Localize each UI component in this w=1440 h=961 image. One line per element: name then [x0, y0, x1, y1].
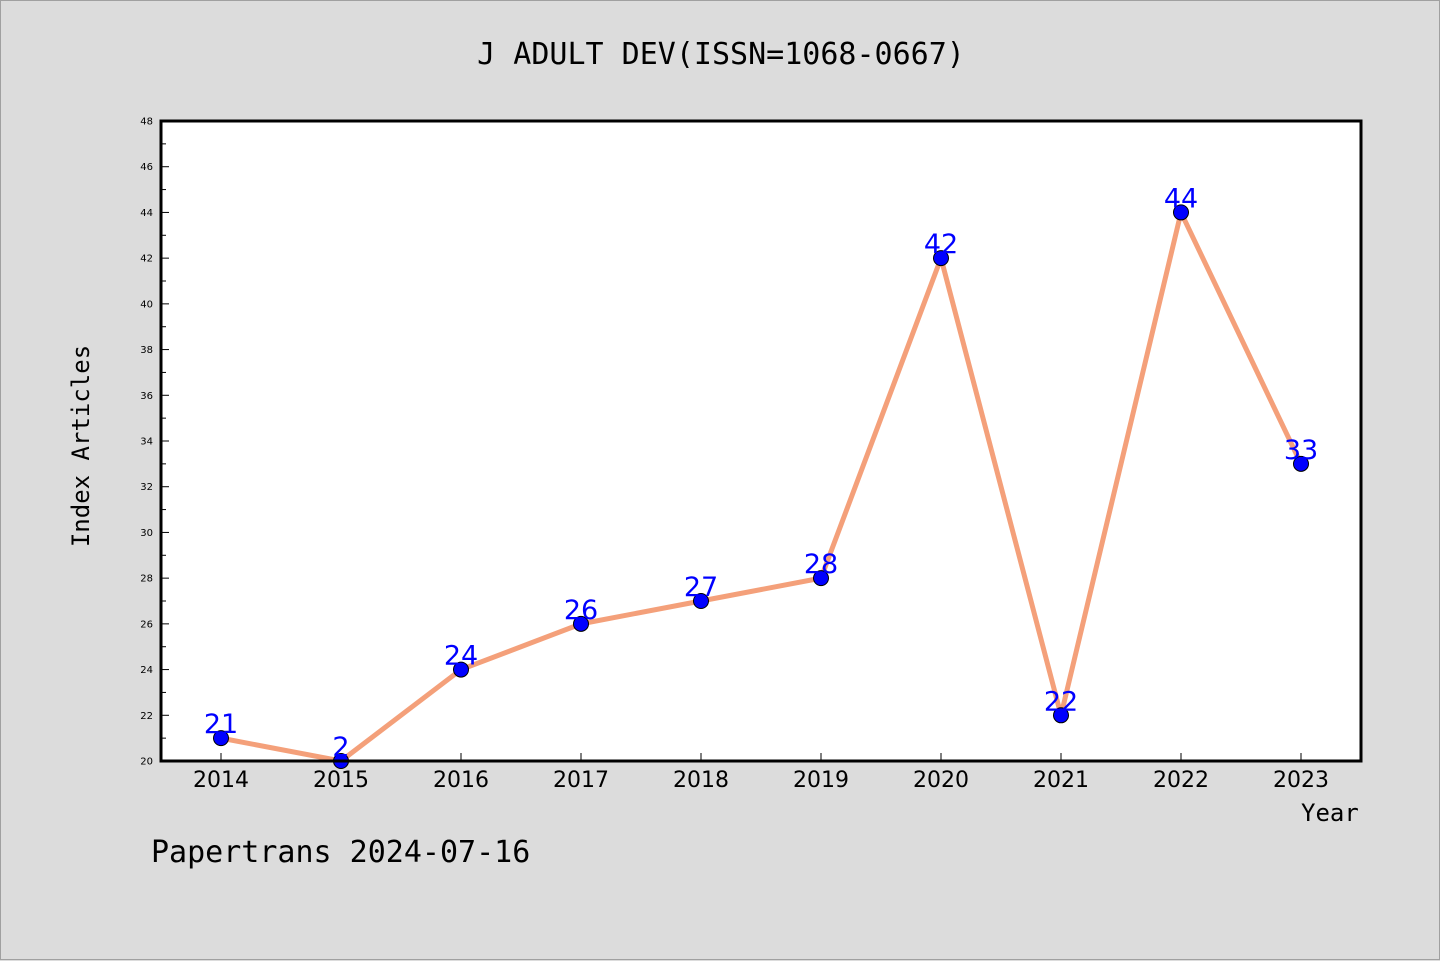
- data-point: [213, 730, 229, 747]
- plot-border: [159, 119, 1363, 763]
- data-point: [573, 615, 589, 632]
- data-point: [453, 661, 469, 678]
- y-tick-label: 32: [140, 482, 153, 493]
- y-tick-label: 44: [140, 208, 153, 219]
- x-tick-label: 2017: [553, 768, 609, 793]
- y-tick-label: 40: [140, 299, 153, 310]
- x-tick-label: 2019: [793, 768, 849, 793]
- data-point: [813, 570, 829, 587]
- y-tick-label: 28: [140, 574, 153, 585]
- x-tick-label: 2021: [1033, 768, 1089, 793]
- data-label: 26: [564, 595, 598, 626]
- data-label: 42: [924, 229, 958, 260]
- y-tick-label: 30: [140, 528, 153, 539]
- x-tick-label: 2016: [433, 768, 489, 793]
- x-tick-label: 2014: [193, 768, 249, 793]
- plot-area: [161, 121, 1361, 761]
- y-tick-label: 36: [140, 391, 153, 402]
- chart-title: J ADULT DEV(ISSN=1068-0667): [477, 37, 965, 72]
- y-tick-label: 26: [140, 619, 153, 630]
- data-label: 24: [444, 641, 478, 672]
- data-label: 22: [1044, 686, 1078, 717]
- data-point: [933, 250, 949, 267]
- data-label: 21: [204, 709, 238, 740]
- x-tick-label: 2015: [313, 768, 369, 793]
- x-tick-label: 2018: [673, 768, 729, 793]
- data-point: [1293, 455, 1309, 472]
- y-tick-label: 22: [140, 711, 153, 722]
- x-tick-label: 2022: [1153, 768, 1209, 793]
- data-label: 27: [684, 572, 718, 603]
- data-point: [1053, 707, 1069, 724]
- data-label: 28: [804, 549, 838, 580]
- data-label: 2: [332, 732, 349, 763]
- y-tick-label: 38: [140, 345, 153, 356]
- y-tick-label: 24: [140, 665, 153, 676]
- x-axis-label: Year: [1301, 799, 1359, 827]
- y-tick-label: 20: [140, 757, 153, 768]
- y-tick-label: 34: [140, 437, 153, 448]
- footer-watermark: Papertrans 2024-07-16: [151, 835, 531, 870]
- x-tick-label: 2020: [913, 768, 969, 793]
- y-tick-label: 48: [140, 117, 153, 128]
- series-line: [218, 209, 1304, 764]
- x-tick-label: 2023: [1273, 768, 1329, 793]
- y-tick-label: 46: [140, 162, 153, 173]
- data-label: 44: [1164, 183, 1198, 214]
- data-point: [1173, 204, 1189, 221]
- data-label: 33: [1284, 435, 1318, 466]
- y-tick-label: 42: [140, 254, 153, 265]
- data-point: [693, 593, 709, 609]
